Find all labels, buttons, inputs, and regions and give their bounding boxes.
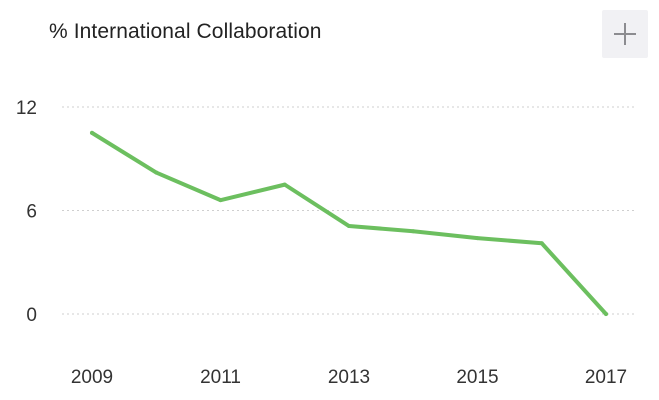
y-axis-ticks: 0 6 12 [16, 98, 37, 326]
data-point [90, 130, 94, 135]
plus-icon-stem [624, 23, 626, 45]
x-tick-label: 2015 [456, 367, 498, 388]
x-tick-label: 2009 [71, 367, 113, 388]
series-group [90, 130, 608, 316]
chart-title: % International Collaboration [49, 20, 322, 43]
series-line [90, 130, 608, 316]
data-point [539, 241, 544, 246]
add-button[interactable] [602, 10, 648, 58]
y-tick-label: 6 [26, 202, 37, 223]
y-tick-label: 12 [16, 98, 37, 119]
x-axis-ticks: 2009 2011 2013 2015 2017 [71, 367, 627, 388]
data-point [604, 312, 608, 316]
data-point [347, 224, 351, 229]
data-point [411, 229, 416, 234]
data-point [475, 236, 480, 241]
y-tick-label: 0 [26, 305, 37, 326]
data-point [154, 170, 159, 175]
x-tick-label: 2017 [585, 367, 627, 388]
x-tick-label: 2013 [328, 367, 370, 388]
data-point [218, 198, 223, 203]
gridlines [62, 106, 636, 315]
x-tick-label: 2011 [200, 367, 241, 388]
data-point [282, 182, 287, 187]
